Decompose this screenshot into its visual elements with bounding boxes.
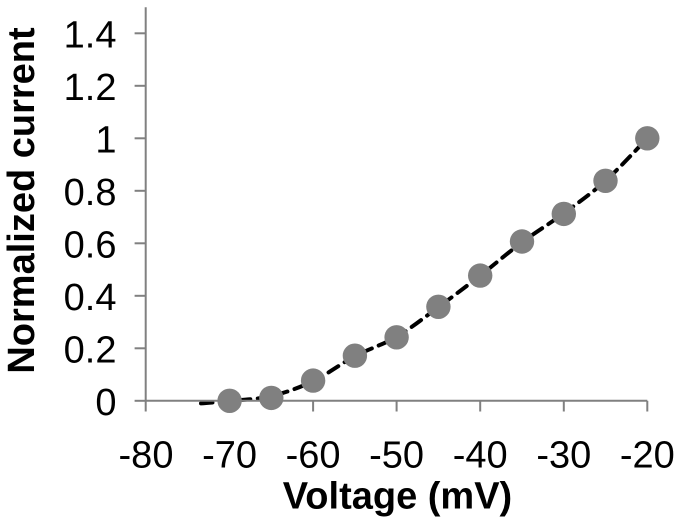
svg-text:0.8: 0.8 (64, 172, 117, 214)
svg-text:-70: -70 (202, 435, 257, 477)
svg-text:0: 0 (95, 382, 116, 424)
svg-text:1: 1 (95, 120, 116, 162)
svg-text:0.6: 0.6 (64, 225, 117, 267)
svg-text:1.4: 1.4 (64, 15, 117, 57)
svg-text:-60: -60 (286, 435, 341, 477)
svg-text:-50: -50 (369, 435, 424, 477)
svg-text:-80: -80 (119, 435, 174, 477)
svg-text:1.2: 1.2 (64, 67, 117, 109)
svg-text:Voltage (mV): Voltage (mV) (283, 476, 512, 518)
svg-text:0.4: 0.4 (64, 277, 117, 319)
svg-text:-40: -40 (453, 435, 508, 477)
svg-text:-20: -20 (620, 435, 675, 477)
svg-text:-30: -30 (536, 435, 591, 477)
svg-text:0.2: 0.2 (64, 330, 117, 372)
svg-text:Normalized current: Normalized current (1, 27, 43, 374)
